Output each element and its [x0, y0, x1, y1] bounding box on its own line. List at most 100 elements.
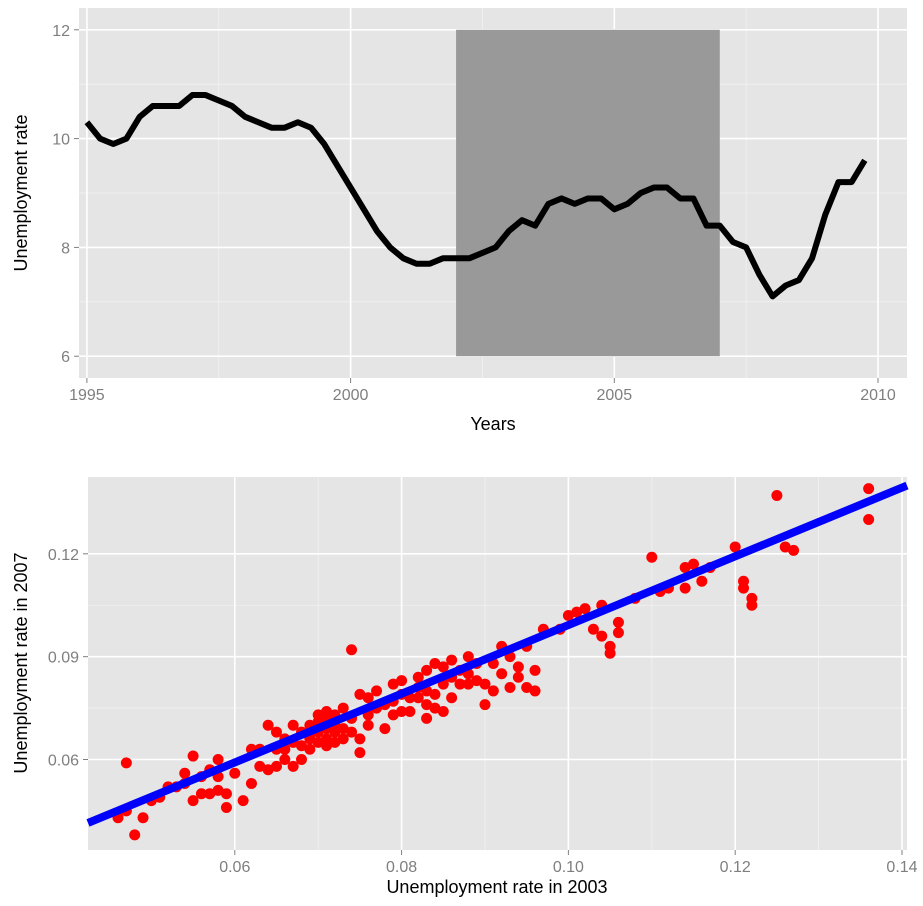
line-chart-x-axis-title: Years — [470, 414, 515, 434]
x-tick-label: 2010 — [860, 387, 896, 404]
x-tick-label: 2000 — [333, 387, 369, 404]
scatter-point — [412, 671, 424, 683]
scatter-point — [387, 678, 399, 690]
scatter-point — [270, 760, 282, 772]
x-tick-label: 0.12 — [720, 859, 751, 876]
scatter-point — [421, 664, 433, 676]
scatter-point — [354, 688, 366, 700]
scatter-point — [379, 723, 391, 735]
scatter-point — [587, 623, 599, 635]
scatter-point — [529, 685, 541, 697]
scatter-major-gridlines — [88, 477, 907, 850]
scatter-point — [296, 740, 308, 752]
scatter-point — [738, 575, 750, 587]
scatter-point — [646, 551, 658, 563]
scatter-point — [237, 795, 249, 807]
scatter-point — [863, 514, 875, 526]
scatter-point — [212, 753, 224, 765]
scatter-point — [496, 668, 508, 680]
x-tick-label: 0.08 — [386, 859, 417, 876]
scatter-point — [788, 544, 800, 556]
scatter-point — [396, 675, 408, 687]
scatter-point — [437, 706, 449, 717]
scatter-point — [212, 784, 224, 796]
scatter-point — [612, 616, 624, 628]
line-chart-y-ticks: 6 8 10 12 — [52, 23, 79, 366]
scatter-point — [229, 767, 241, 779]
scatter-point — [437, 661, 449, 673]
scatter-point — [679, 582, 691, 594]
scatter-point — [120, 757, 132, 769]
scatter-x-ticks: 0.06 0.08 0.10 0.12 0.14 — [219, 850, 918, 876]
x-tick-label: 0.14 — [886, 859, 917, 876]
scatter-point — [129, 829, 141, 841]
regression-fit-line — [86, 481, 909, 827]
scatter-point — [596, 630, 608, 642]
scatter-point — [412, 692, 424, 704]
scatter-point — [245, 777, 257, 789]
scatter-point — [279, 753, 291, 765]
line-chart-panel: 1995 2000 2005 2010 6 8 10 12 Years Unemployme… — [11, 8, 907, 434]
scatter-point — [479, 699, 491, 711]
scatter-point — [571, 606, 583, 618]
scatter-point — [471, 675, 483, 687]
scatter-point — [429, 658, 441, 669]
scatter-point — [696, 575, 708, 587]
scatter-point — [396, 706, 408, 717]
scatter-point — [362, 719, 374, 731]
scatter-point — [562, 610, 574, 621]
scatter-point — [204, 788, 216, 800]
scatter-point — [604, 640, 616, 652]
scatter-point — [863, 483, 875, 495]
y-tick-label: 8 — [61, 240, 70, 257]
scatter-point — [529, 664, 541, 676]
x-tick-label: 0.10 — [553, 859, 584, 876]
scatter-point — [771, 490, 783, 502]
scatter-point — [779, 541, 791, 553]
y-tick-label: 0.09 — [48, 650, 79, 667]
scatter-point — [462, 651, 474, 663]
scatter-point — [387, 709, 399, 721]
scatter-point — [454, 678, 466, 690]
scatter-y-axis-title: Unemployment rate in 2007 — [11, 552, 31, 773]
line-chart-x-ticks: 1995 2000 2005 2010 — [69, 378, 896, 404]
scatter-point — [187, 750, 199, 762]
scatter-point — [612, 627, 624, 639]
scatter-point — [262, 764, 274, 776]
scatter-point — [312, 709, 324, 721]
scatter-point — [371, 685, 383, 697]
scatter-point — [521, 682, 533, 693]
scatter-point — [346, 726, 358, 738]
scatter-point — [287, 719, 299, 731]
scatter-point — [254, 760, 266, 772]
scatter-point — [321, 733, 333, 745]
scatter-point — [679, 562, 691, 574]
scatter-point — [729, 541, 741, 553]
scatter-point — [362, 692, 374, 704]
scatter-point — [321, 706, 333, 717]
scatter-point — [487, 685, 499, 697]
scatter-y-ticks: 0.06 0.09 0.12 — [48, 547, 88, 769]
scatter-point — [304, 743, 316, 755]
scatter-point — [187, 795, 199, 807]
scatter-point — [404, 706, 416, 717]
scatter-x-axis-title: Unemployment rate in 2003 — [386, 877, 607, 897]
line-chart-y-axis-title: Unemployment rate — [11, 114, 31, 271]
scatter-point — [687, 558, 699, 570]
scatter-point — [446, 692, 458, 704]
scatter-point — [337, 702, 349, 714]
scatter-point — [220, 801, 232, 813]
y-tick-label: 12 — [52, 23, 70, 40]
scatter-point — [337, 733, 349, 745]
scatter-point — [504, 682, 516, 693]
scatter-point — [296, 753, 308, 765]
scatter-point — [287, 760, 299, 772]
scatter-point — [179, 767, 191, 779]
scatter-point — [512, 661, 524, 673]
x-tick-label: 1995 — [69, 387, 105, 404]
scatter-point — [354, 733, 366, 745]
scatter-point — [270, 726, 282, 738]
scatter-point — [337, 723, 349, 735]
scatter-point — [479, 678, 491, 690]
